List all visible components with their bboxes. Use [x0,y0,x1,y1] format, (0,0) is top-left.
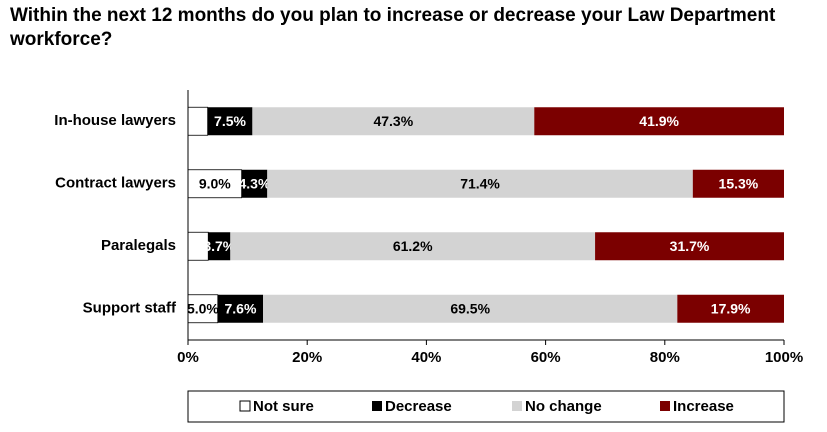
y-tick-label: In-house lawyers [54,112,176,129]
chart-title: Within the next 12 months do you plan to… [10,5,776,50]
bar-segment [252,107,535,136]
y-tick-label: Contract lawyers [55,175,176,192]
data-label: 7.5% [214,113,246,129]
data-label: 31.7% [670,238,710,254]
x-tick-label: 60% [531,349,561,366]
bar-segment [595,232,784,261]
data-label: 17.9% [711,300,751,316]
bar-segment [187,106,209,136]
x-tick-label: 0% [177,349,199,366]
bar-segment [230,232,596,261]
data-label: 71.4% [460,175,500,191]
data-label: 9.0% [199,175,231,191]
y-tick-label: Paralegals [101,237,176,254]
legend-label: Increase [673,398,734,415]
bar-segment [692,169,784,198]
x-tick-label: 80% [650,349,680,366]
bar-segment [534,107,784,136]
legend-label: Not sure [253,398,314,415]
bar-segment [677,294,784,323]
bar-segment [241,169,268,198]
data-label: 4.3% [238,175,270,191]
data-label: 3.7% [203,238,235,254]
legend-label: No change [525,398,602,415]
bar-segment [187,169,243,199]
y-tick-label: Support staff [83,300,177,317]
legend-box [187,390,785,423]
bar-segment [217,294,264,323]
data-label: 5.0% [187,300,219,316]
legend-label: Decrease [385,398,452,415]
data-label: 7.6% [224,300,256,316]
data-label: 61.2% [393,238,433,254]
data-label: 15.3% [719,175,759,191]
data-label: 41.9% [639,113,679,129]
bar-segment [208,232,231,261]
data-label: 47.3% [373,113,413,129]
bar-segment [267,169,693,198]
legend-swatch [660,401,670,411]
x-tick-label: 20% [292,349,322,366]
legend-swatch [239,400,251,412]
x-tick-label: 100% [765,349,803,366]
bar-segment [263,294,678,323]
data-label: 69.5% [450,300,490,316]
x-tick-label: 40% [411,349,441,366]
legend-swatch [372,401,382,411]
bar-segment [207,107,253,136]
legend-swatch [512,401,522,411]
